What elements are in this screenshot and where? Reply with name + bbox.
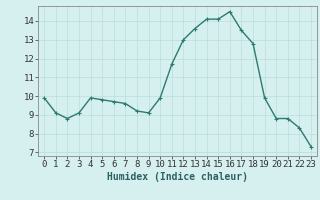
X-axis label: Humidex (Indice chaleur): Humidex (Indice chaleur): [107, 172, 248, 182]
